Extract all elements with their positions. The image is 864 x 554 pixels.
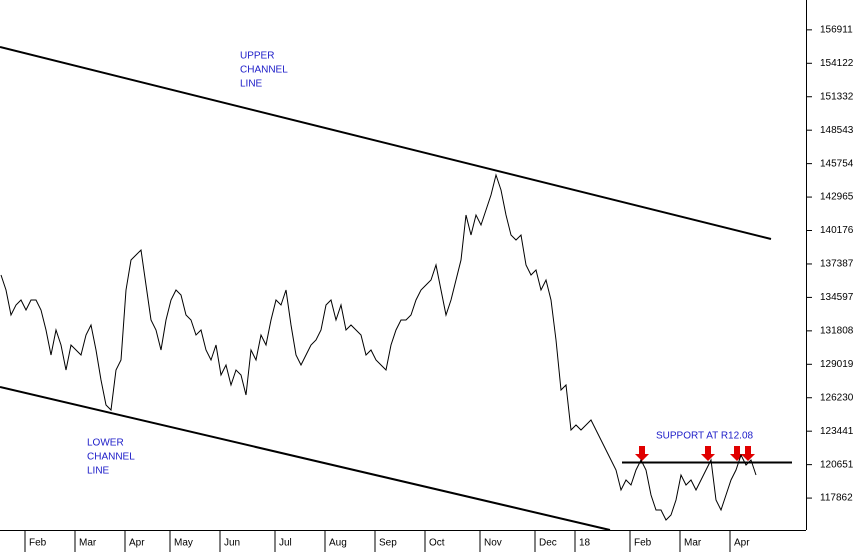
x-tick-label: Nov [484, 538, 502, 549]
y-tick-label: 154122 [820, 58, 854, 69]
y-tick-label: 129019 [820, 359, 854, 370]
x-tick-label: Jul [279, 538, 292, 549]
annotation: SUPPORT AT R12.08 [656, 431, 754, 442]
annotation: CHANNEL [240, 65, 288, 76]
lower-channel-line [0, 386, 611, 531]
x-tick-label: Oct [429, 538, 445, 549]
x-tick-label: Apr [734, 538, 750, 549]
x-tick-label: Mar [79, 538, 97, 549]
x-tick-label: Jun [224, 538, 240, 549]
arrow [741, 446, 755, 461]
y-tick-label: 148543 [820, 125, 854, 136]
x-tick-label: Mar [684, 538, 702, 549]
y-tick-label: 131808 [820, 325, 854, 336]
y-tick-label: 145754 [820, 158, 854, 169]
x-tick-label: Aug [329, 538, 347, 549]
annotation: LINE [240, 79, 263, 90]
x-tick-label: 18 [579, 538, 591, 549]
annotation: CHANNEL [87, 452, 135, 463]
y-tick-label: 134597 [820, 292, 854, 303]
y-tick-label: 120651 [820, 459, 854, 470]
x-tick-label: Apr [129, 538, 145, 549]
y-tick-label: 151332 [820, 91, 854, 102]
y-tick-label: 137387 [820, 259, 854, 270]
annotation: UPPER [240, 51, 274, 62]
y-tick-label: 140176 [820, 225, 854, 236]
x-tick-label: Feb [634, 538, 652, 549]
annotation: LINE [87, 466, 110, 477]
y-tick-label: 156911 [820, 24, 853, 35]
upper-channel-line [0, 46, 772, 240]
x-tick-label: Dec [539, 538, 557, 549]
x-tick-label: Sep [379, 538, 397, 549]
x-tick-label: May [174, 538, 193, 549]
arrow [701, 446, 715, 461]
y-tick-label: 123441 [820, 426, 854, 437]
y-tick-label: 126230 [820, 392, 854, 403]
annotation: LOWER [87, 438, 124, 449]
price-line [0, 173, 757, 521]
y-tick-label: 117862 [820, 493, 853, 504]
y-tick-label: 142965 [820, 192, 854, 203]
x-tick-label: Feb [29, 538, 47, 549]
arrow [635, 446, 649, 461]
